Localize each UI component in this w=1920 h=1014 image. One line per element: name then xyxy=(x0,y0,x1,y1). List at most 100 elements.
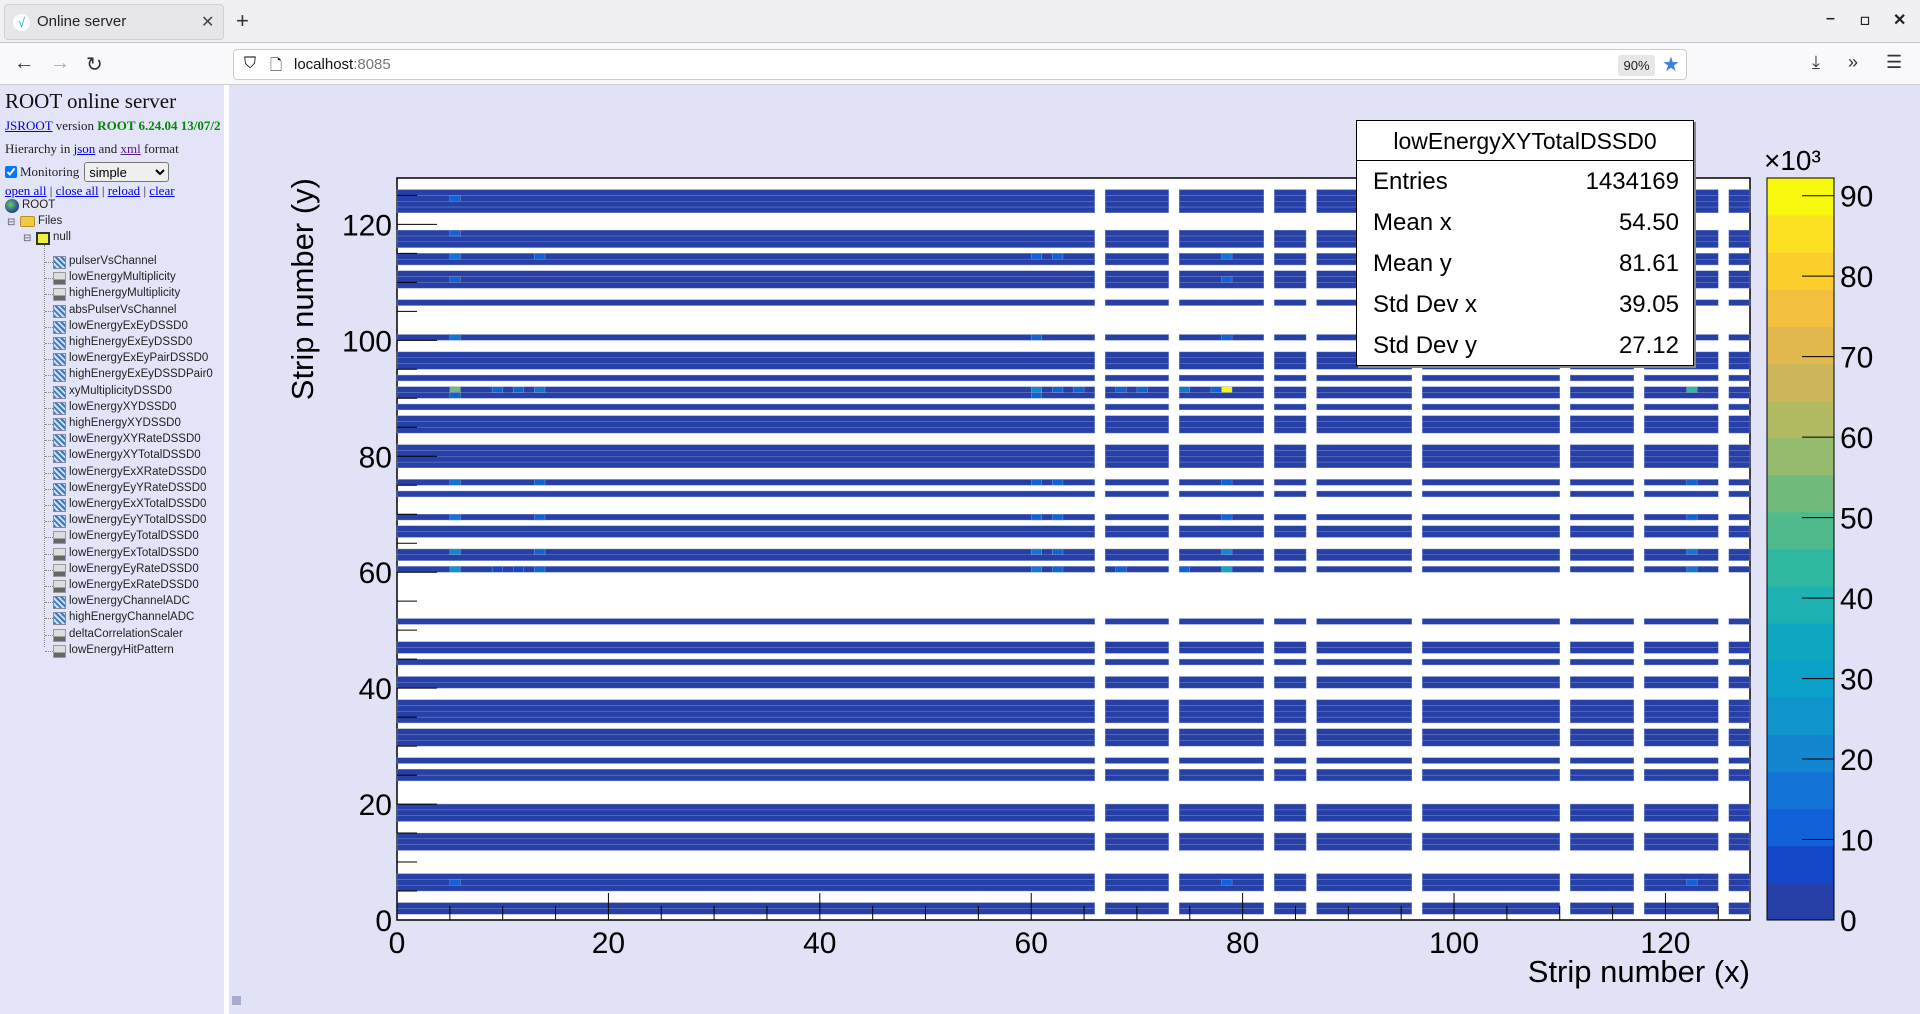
tree-item[interactable]: highEnergyExEyDSSD0 xyxy=(69,336,193,348)
heatmap-cell-run xyxy=(396,728,1095,735)
monitoring-select[interactable]: simple xyxy=(84,162,170,182)
close-tab-icon[interactable]: ✕ xyxy=(201,14,215,31)
json-link[interactable]: json xyxy=(73,141,96,156)
overflow-chevron-icon[interactable]: » xyxy=(1848,52,1859,72)
tree-item[interactable]: lowEnergyEyTotalDSSD0 xyxy=(69,530,199,543)
heatmap-cell-run xyxy=(396,200,1095,208)
heatmap-cell-run xyxy=(1274,815,1307,822)
collapse-icon[interactable]: ⊟ xyxy=(7,217,16,228)
tree-item[interactable]: lowEnergyExEyDSSD0 xyxy=(69,319,188,332)
open-all-link[interactable]: open all xyxy=(5,183,47,198)
tree-item[interactable]: deltaCorrelationScaler xyxy=(69,627,183,640)
jsroot-link[interactable]: JSROOT xyxy=(5,118,53,133)
tree-item[interactable]: lowEnergyExXRateDSSD0 xyxy=(69,465,207,478)
tree-item[interactable]: lowEnergyMultiplicity xyxy=(69,271,176,284)
heatmap-cell-run xyxy=(1644,514,1719,521)
heatmap-cell-run xyxy=(1644,879,1719,886)
new-tab-button[interactable]: + xyxy=(236,8,249,33)
heatmap-cell-run xyxy=(1316,815,1412,822)
tree-item[interactable]: lowEnergyExTotalDSSD0 xyxy=(69,546,199,559)
tree-null[interactable]: null xyxy=(53,231,71,243)
bookmark-star-icon[interactable]: ★ xyxy=(1662,54,1680,76)
url-bar[interactable]: ⛉ 🗋 localhost:8085 90% ★ xyxy=(233,49,1687,80)
heatmap-cell-run xyxy=(1422,647,1560,654)
monitoring-checkbox[interactable] xyxy=(5,166,17,178)
heatmap-cell-run xyxy=(1105,885,1169,892)
url-text[interactable]: localhost:8085 xyxy=(294,56,391,73)
tree-item[interactable]: lowEnergyEyYTotalDSSD0 xyxy=(69,514,207,527)
heatmap-cell-run xyxy=(1316,531,1412,538)
heatmap-cell-run xyxy=(396,229,1095,237)
tree-item[interactable]: lowEnergyXYDSSD0 xyxy=(69,400,177,413)
tree-item[interactable]: lowEnergyEyYRateDSSD0 xyxy=(69,481,207,494)
heatmap-cell-run xyxy=(396,253,1095,260)
tree-item[interactable]: lowEnergyXYTotalDSSD0 xyxy=(69,449,201,462)
clear-link[interactable]: clear xyxy=(149,183,175,198)
heatmap-cell-run xyxy=(1179,258,1264,266)
tree-connector xyxy=(45,488,53,490)
heatmap-cell-run xyxy=(1179,716,1264,724)
tree-root[interactable]: ROOT xyxy=(22,199,56,211)
minimize-icon[interactable]: – xyxy=(1826,10,1835,27)
heatmap-cell-run xyxy=(1644,676,1719,683)
tree-item[interactable]: lowEnergyExXTotalDSSD0 xyxy=(69,498,207,510)
palette-level xyxy=(1767,771,1834,810)
heatmap-cell-run xyxy=(1570,774,1634,782)
tree-item[interactable]: pulserVsChannel xyxy=(69,255,157,267)
browser-tab[interactable]: √ Online server ✕ xyxy=(4,4,224,40)
stats-box[interactable]: lowEnergyXYTotalDSSD0 Entries 1434169 Mean… xyxy=(1356,120,1694,366)
tree-item[interactable]: lowEnergyEyRateDSSD0 xyxy=(69,562,199,575)
tree-item[interactable]: absPulserVsChannel xyxy=(69,303,177,316)
heatmap-cell-run xyxy=(1179,229,1264,237)
heatmap-cell-run xyxy=(1316,809,1412,816)
menu-icon[interactable]: ☰ xyxy=(1886,52,1903,72)
heatmap-cell xyxy=(449,392,461,399)
reload-icon[interactable]: ↻ xyxy=(86,54,103,76)
tree-connector xyxy=(45,602,53,604)
heatmap-cell-run xyxy=(1274,728,1307,735)
back-icon[interactable]: ← xyxy=(14,52,34,74)
download-icon[interactable]: ⤓ xyxy=(1812,52,1820,72)
forward-icon[interactable]: → xyxy=(50,52,70,74)
xml-link[interactable]: xml xyxy=(120,141,141,156)
tree-item[interactable]: xyMultiplicityDSSD0 xyxy=(69,384,172,397)
heatmap-cell-run xyxy=(1274,427,1307,434)
tree-files[interactable]: Files xyxy=(38,215,63,227)
heatmap-cell-run xyxy=(1105,525,1169,532)
maximize-icon[interactable]: ◻ xyxy=(1860,13,1870,27)
resize-handle-icon[interactable] xyxy=(232,996,241,1005)
close-all-link[interactable]: close all xyxy=(55,183,99,198)
heatmap-cell-run xyxy=(1274,647,1307,654)
heatmap-cell-run xyxy=(1728,229,1751,237)
tree-item[interactable]: lowEnergyHitPattern xyxy=(69,643,174,656)
heatmap-cell-run xyxy=(1422,456,1560,463)
heatmap-cell-run xyxy=(396,241,1095,248)
tree-item[interactable]: highEnergyChannelADC xyxy=(69,611,195,624)
tree-item[interactable]: highEnergyXYDSSD0 xyxy=(69,417,181,429)
collapse-icon[interactable]: ⊟ xyxy=(23,233,32,244)
tree-item[interactable]: lowEnergyChannelADC xyxy=(69,595,190,608)
reload-link[interactable]: reload xyxy=(107,183,141,198)
heatmap-cell-run xyxy=(1179,270,1264,277)
heatmap-cell-run xyxy=(1105,809,1169,816)
tree-item[interactable]: lowEnergyXYRateDSSD0 xyxy=(69,433,201,446)
tree-item[interactable]: highEnergyExEyDSSDPair0 xyxy=(69,368,213,381)
tree-item[interactable]: lowEnergyExEyPairDSSD0 xyxy=(69,352,209,365)
heatmap-cell-run xyxy=(1179,902,1264,909)
close-window-icon[interactable]: ✕ xyxy=(1893,12,1907,29)
heatmap-cell-run xyxy=(1274,490,1307,498)
shield-icon[interactable]: ⛉ xyxy=(244,55,257,72)
tree-item[interactable]: highEnergyMultiplicity xyxy=(69,287,181,300)
tree-item[interactable]: lowEnergyExRateDSSD0 xyxy=(69,579,199,591)
heatmap-cell-run xyxy=(1728,566,1751,573)
heatmap-cell-run xyxy=(396,450,1095,457)
heatmap-cell-run xyxy=(1179,374,1264,382)
heatmap-cell xyxy=(449,479,461,486)
heatmap-cell-run xyxy=(1644,774,1719,782)
heatmap-cell-run xyxy=(1644,769,1719,776)
zoom-level[interactable]: 90% xyxy=(1618,55,1655,76)
palette-level xyxy=(1767,252,1834,290)
sidebar-splitter[interactable] xyxy=(224,85,229,1014)
heatmap-cell-run xyxy=(1179,711,1264,718)
